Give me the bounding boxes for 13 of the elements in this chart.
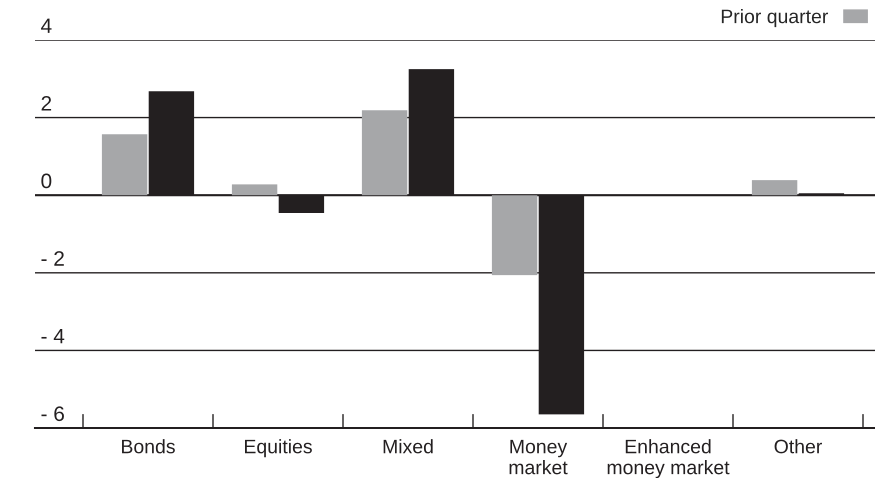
legend-label: Prior quarter — [722, 8, 828, 28]
y-tick-label: 2 — [42, 96, 52, 110]
x-tick-label: Money market — [510, 440, 568, 474]
x-tick-label: Mixed — [384, 439, 433, 454]
y-tick-label: 4 — [41, 18, 52, 33]
x-tick-label: Equities — [245, 439, 312, 458]
y-tick-label: 0 — [41, 174, 52, 188]
x-tick-label: Enhanced money market — [608, 439, 730, 478]
y-tick-label: - 2 — [41, 251, 64, 266]
y-tick-label: - 4 — [41, 328, 64, 344]
y-tick-label: - 6 — [41, 406, 64, 422]
x-tick-label: Other — [774, 439, 822, 454]
x-tick-label: Bonds — [122, 439, 175, 454]
